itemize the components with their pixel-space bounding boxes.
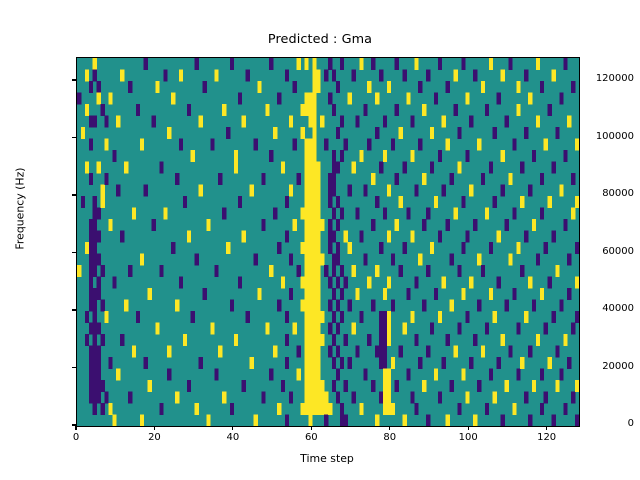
x-tick-label: 100 (458, 432, 478, 443)
y-tick-mark (72, 366, 76, 369)
x-tick-label: 20 (148, 432, 161, 443)
y-tick-mark (72, 424, 76, 426)
x-tick-label: 0 (72, 432, 80, 443)
x-tick-mark (75, 426, 77, 430)
y-tick-label: 40000 (602, 303, 634, 314)
x-axis-label: Time step (300, 452, 354, 465)
heatmap-axes (76, 57, 580, 427)
y-tick-label: 20000 (602, 360, 634, 372)
x-tick-mark (546, 426, 548, 430)
y-axis-label: Frequency (Hz) (13, 167, 27, 250)
chart-title: Predicted : Gma (267, 32, 373, 47)
y-tick-mark (72, 194, 76, 196)
y-tick-label: 120000 (595, 73, 634, 84)
x-tick-label: 80 (383, 432, 397, 443)
x-tick-mark (232, 426, 234, 430)
x-tick-label: 120 (537, 432, 557, 443)
y-tick-label: 100000 (595, 130, 634, 142)
y-tick-mark (72, 136, 76, 139)
y-tick-mark (72, 79, 76, 81)
y-tick-mark (72, 309, 76, 311)
y-tick-mark (72, 251, 76, 254)
x-tick-mark (153, 426, 155, 430)
x-tick-mark (310, 426, 312, 430)
x-tick-mark (467, 426, 469, 430)
heatmap-image (77, 58, 579, 426)
y-tick-label: 80000 (602, 188, 634, 199)
y-tick-label: 60000 (602, 245, 634, 257)
y-tick-label: 0 (627, 418, 634, 429)
x-tick-mark (389, 426, 391, 430)
x-tick-label: 40 (226, 432, 240, 443)
x-tick-label: 60 (304, 432, 318, 443)
